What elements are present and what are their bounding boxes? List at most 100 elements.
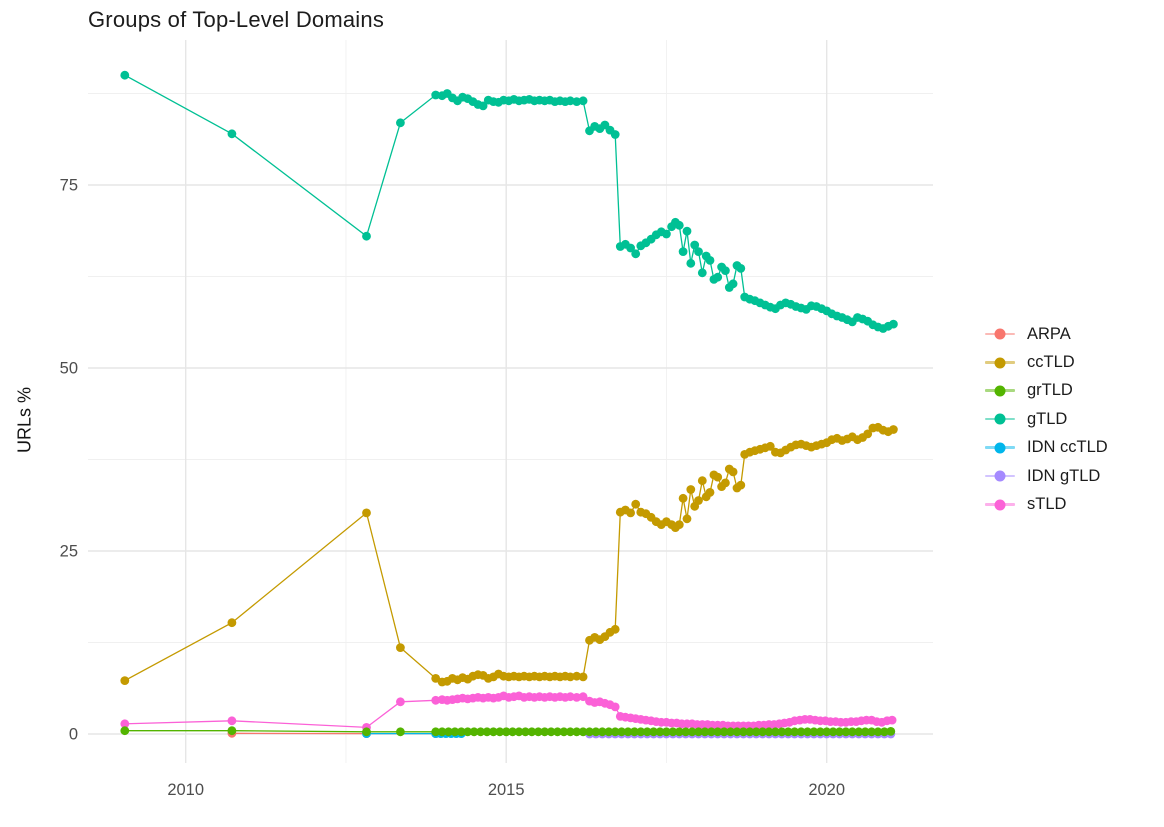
data-point bbox=[655, 727, 665, 737]
data-point bbox=[674, 220, 684, 230]
series-gtld bbox=[120, 70, 898, 333]
data-point bbox=[521, 727, 530, 737]
data-point bbox=[444, 727, 453, 737]
data-point bbox=[700, 727, 710, 737]
data-point bbox=[591, 727, 601, 737]
chart-title: Groups of Top-Level Domains bbox=[88, 7, 385, 32]
data-point bbox=[809, 727, 819, 737]
legend-item-cctld: ccTLD bbox=[984, 348, 1108, 376]
data-point bbox=[694, 727, 703, 737]
data-point bbox=[764, 727, 774, 737]
data-point bbox=[681, 727, 691, 737]
data-point bbox=[815, 727, 825, 737]
data-point bbox=[674, 520, 684, 529]
data-point bbox=[803, 727, 812, 737]
data-point bbox=[841, 727, 851, 737]
data-point bbox=[873, 727, 883, 737]
data-point bbox=[120, 719, 130, 729]
series-cctld bbox=[120, 422, 898, 687]
legend-key-icon bbox=[984, 327, 1016, 341]
data-point bbox=[790, 727, 799, 737]
data-point bbox=[578, 672, 588, 682]
data-point bbox=[120, 70, 130, 80]
data-point bbox=[585, 727, 594, 737]
data-point bbox=[546, 727, 556, 737]
legend-key-icon bbox=[984, 356, 1016, 370]
data-point bbox=[501, 727, 511, 737]
data-point bbox=[565, 727, 575, 737]
legend-key-icon bbox=[984, 498, 1016, 512]
data-point bbox=[604, 727, 614, 737]
data-point bbox=[736, 264, 746, 273]
data-point bbox=[705, 256, 715, 265]
data-point bbox=[736, 480, 746, 490]
data-point bbox=[765, 441, 775, 451]
data-point bbox=[682, 226, 692, 236]
data-point bbox=[631, 499, 641, 509]
y-tick-label: 0 bbox=[69, 726, 78, 744]
data-point bbox=[431, 727, 441, 737]
data-point bbox=[649, 727, 658, 737]
legend-dot-icon bbox=[994, 470, 1006, 482]
data-point bbox=[617, 727, 626, 737]
legend-dot-icon bbox=[994, 413, 1006, 425]
x-tick-label: 2015 bbox=[488, 781, 525, 799]
legend-item-idn-gtld: IDN gTLD bbox=[984, 462, 1108, 490]
data-point bbox=[362, 231, 371, 241]
axis-tick-labels: 0 25 50 75 2010 2015 2020 bbox=[60, 177, 845, 800]
data-point bbox=[728, 467, 738, 477]
data-point bbox=[489, 727, 498, 737]
data-point bbox=[623, 727, 633, 737]
data-point bbox=[559, 727, 569, 737]
data-point bbox=[478, 101, 488, 111]
data-point bbox=[396, 727, 405, 737]
data-point bbox=[631, 249, 641, 259]
x-tick-label: 2010 bbox=[167, 781, 204, 799]
data-point bbox=[697, 476, 707, 486]
data-point bbox=[783, 727, 793, 737]
data-point bbox=[822, 727, 832, 737]
legend-label: ccTLD bbox=[1027, 353, 1075, 372]
data-point bbox=[662, 229, 671, 239]
data-point bbox=[867, 727, 876, 737]
data-point bbox=[758, 727, 767, 737]
legend-item-stld: sTLD bbox=[984, 490, 1108, 518]
data-point bbox=[721, 266, 730, 275]
legend-dot-icon bbox=[994, 442, 1006, 454]
data-point bbox=[527, 727, 537, 737]
data-point bbox=[887, 715, 897, 725]
legend-dot-icon bbox=[994, 499, 1006, 511]
legend-label: ARPA bbox=[1027, 324, 1071, 343]
data-point bbox=[437, 727, 447, 737]
data-point bbox=[835, 727, 844, 737]
data-point bbox=[450, 727, 460, 737]
data-point bbox=[721, 478, 730, 488]
data-point bbox=[120, 676, 130, 685]
data-point bbox=[705, 488, 715, 497]
data-point bbox=[854, 727, 864, 737]
grid-minor bbox=[88, 40, 933, 763]
legend-item-grtld: grTLD bbox=[984, 377, 1108, 405]
data-point bbox=[610, 702, 620, 712]
data-point bbox=[860, 727, 870, 737]
data-point bbox=[880, 727, 889, 737]
data-point bbox=[476, 727, 485, 737]
data-point bbox=[482, 727, 492, 737]
data-point bbox=[227, 618, 237, 628]
legend-label: grTLD bbox=[1027, 381, 1073, 400]
x-tick-label: 2020 bbox=[808, 781, 845, 799]
data-point bbox=[889, 425, 898, 434]
y-tick-label: 25 bbox=[60, 543, 78, 561]
series-line bbox=[124, 74, 894, 330]
data-point bbox=[626, 508, 635, 518]
data-point bbox=[686, 258, 696, 268]
data-point bbox=[796, 727, 806, 737]
legend-dot-icon bbox=[994, 357, 1006, 369]
data-point bbox=[565, 692, 575, 702]
data-point bbox=[728, 279, 738, 289]
data-point bbox=[678, 247, 688, 256]
data-point bbox=[626, 243, 635, 253]
data-point bbox=[694, 496, 703, 505]
data-point bbox=[751, 727, 761, 737]
